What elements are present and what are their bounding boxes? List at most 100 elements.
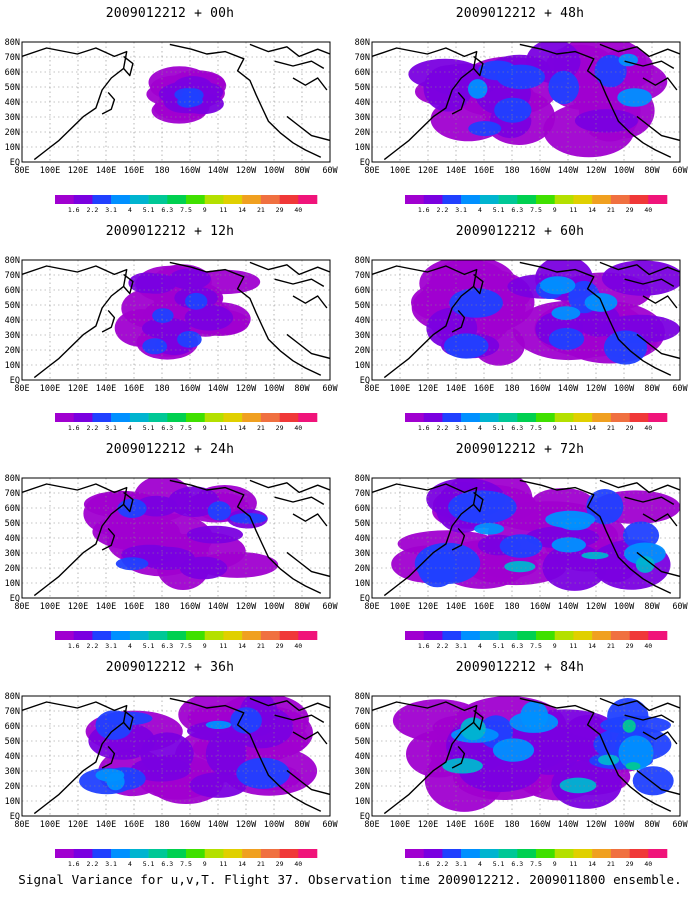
lon-tick-label: 80W	[644, 384, 660, 394]
colorbar-label: 40	[294, 206, 302, 214]
colorbar-label: 9	[553, 206, 557, 214]
lat-tick-label: EQ	[10, 158, 20, 168]
lon-tick-label: 100W	[264, 166, 285, 176]
colorbar-swatch	[73, 631, 93, 640]
colorbar-swatch	[517, 631, 537, 640]
colorbar-swatch	[260, 413, 280, 422]
lat-tick-label: 10N	[5, 143, 20, 153]
lon-tick-label: 140E	[446, 166, 466, 176]
panel-60h: 2009012212 + 60h 80N 70N 60N 50N 40N 30N 20N 10…	[350, 218, 690, 438]
colorbar: 1.6 2.2 3.1 4 5.1 6.3 7.5 9 11 14 21 29 40	[405, 413, 668, 432]
variance-contour	[622, 521, 660, 550]
panel-48h: 2009012212 + 48h 80N 70N 60N 50N 40N 30N 20N 10…	[350, 0, 690, 220]
colorbar-swatch	[648, 849, 668, 858]
variance-contour	[581, 551, 609, 560]
colorbar-label: 4	[478, 642, 482, 650]
colorbar-swatch	[423, 195, 443, 204]
lon-tick-label: 80E	[14, 166, 29, 176]
panel-title: 2009012212 + 12h	[105, 224, 235, 239]
colorbar-label: 1.6	[418, 860, 430, 868]
colorbar-swatch	[223, 195, 243, 204]
colorbar-label: 29	[276, 860, 284, 868]
lat-tick-label: 70N	[355, 271, 370, 281]
panel-72h: 2009012212 + 72h 80N 70N 60N 50N 40N 30N 20N 10…	[350, 436, 690, 656]
colorbar-label: 2.2	[437, 424, 449, 432]
lon-tick-label: 180	[504, 166, 519, 176]
colorbar-label: 11	[569, 642, 577, 650]
colorbar-swatch	[55, 849, 74, 858]
colorbar-swatch	[536, 849, 555, 858]
colorbar: 1.6 2.2 3.1 4 5.1 6.3 7.5 9 11 14 21 29 40	[55, 849, 318, 868]
colorbar-swatch	[186, 413, 205, 422]
lat-tick-label: EQ	[360, 158, 370, 168]
lon-tick-label: 80W	[644, 602, 660, 612]
variance-contour	[95, 768, 125, 782]
colorbar-label: 6.3	[161, 206, 173, 214]
lat-tick-label: 20N	[355, 346, 370, 356]
lon-tick-label: 100W	[614, 384, 635, 394]
colorbar-swatch	[536, 195, 555, 204]
lat-tick-label: 30N	[5, 113, 20, 123]
lon-tick-label: 140E	[96, 384, 116, 394]
lon-tick-label: 140W	[558, 820, 579, 830]
colorbar-swatch	[167, 631, 187, 640]
lon-tick-label: 100E	[40, 602, 60, 612]
variance-contour	[574, 109, 638, 133]
lon-tick-label: 180	[154, 384, 169, 394]
lon-tick-label: 120W	[236, 820, 257, 830]
colorbar-swatch	[129, 849, 149, 858]
colorbar-swatch	[223, 413, 243, 422]
lat-tick-label: 50N	[5, 737, 20, 747]
lon-tick-label: 120W	[586, 166, 607, 176]
colorbar-swatch	[242, 413, 262, 422]
colorbar-swatch	[298, 195, 318, 204]
variance-contour	[117, 498, 147, 518]
lon-tick-label: 120E	[68, 602, 88, 612]
colorbar-label: 40	[294, 860, 302, 868]
lon-tick-label: 120E	[418, 602, 438, 612]
lat-tick-label: 60N	[355, 286, 370, 296]
shaded-field	[114, 264, 261, 360]
variance-contour	[468, 121, 502, 137]
colorbar-swatch	[461, 195, 481, 204]
colorbar-label: 7.5	[180, 860, 192, 868]
lat-tick-label: 30N	[355, 113, 370, 123]
variance-contour	[186, 525, 243, 544]
variance-contour	[499, 534, 543, 558]
variance-contour	[189, 772, 247, 798]
variance-contour	[551, 537, 586, 553]
colorbar-label: 5.1	[493, 642, 505, 650]
map-frame	[21, 41, 331, 163]
coastlines	[22, 697, 330, 815]
colorbar-label: 7.5	[530, 860, 542, 868]
colorbar-swatch	[554, 413, 574, 422]
lat-tick-label: 40N	[355, 534, 370, 544]
colorbar-swatch	[204, 195, 224, 204]
lat-tick-label: 50N	[5, 519, 20, 529]
lon-tick-label: 80W	[294, 602, 310, 612]
lat-tick-label: 20N	[5, 782, 20, 792]
colorbar-label: 4	[128, 642, 132, 650]
lat-tick-label: 30N	[355, 767, 370, 777]
lon-tick-label: 120W	[236, 384, 257, 394]
variance-contour	[236, 757, 290, 789]
colorbar-label: 21	[257, 642, 265, 650]
variance-contour	[492, 738, 535, 762]
lat-tick-label: 70N	[5, 489, 20, 499]
lat-tick-label: 50N	[355, 301, 370, 311]
colorbar-label: 11	[219, 424, 227, 432]
variance-contour	[105, 711, 153, 726]
colorbar-swatch	[204, 413, 224, 422]
colorbar-label: 21	[607, 424, 615, 432]
colorbar-label: 29	[626, 860, 634, 868]
lon-tick-label: 100E	[390, 820, 410, 830]
colorbar-label: 2.2	[437, 206, 449, 214]
colorbar-label: 7.5	[180, 642, 192, 650]
colorbar-swatch	[167, 195, 187, 204]
colorbar-label: 11	[569, 860, 577, 868]
lon-tick-label: 120W	[586, 384, 607, 394]
colorbar-label: 3.1	[455, 642, 467, 650]
lon-tick-label: 140W	[208, 602, 229, 612]
panel-title: 2009012212 + 60h	[455, 224, 585, 239]
